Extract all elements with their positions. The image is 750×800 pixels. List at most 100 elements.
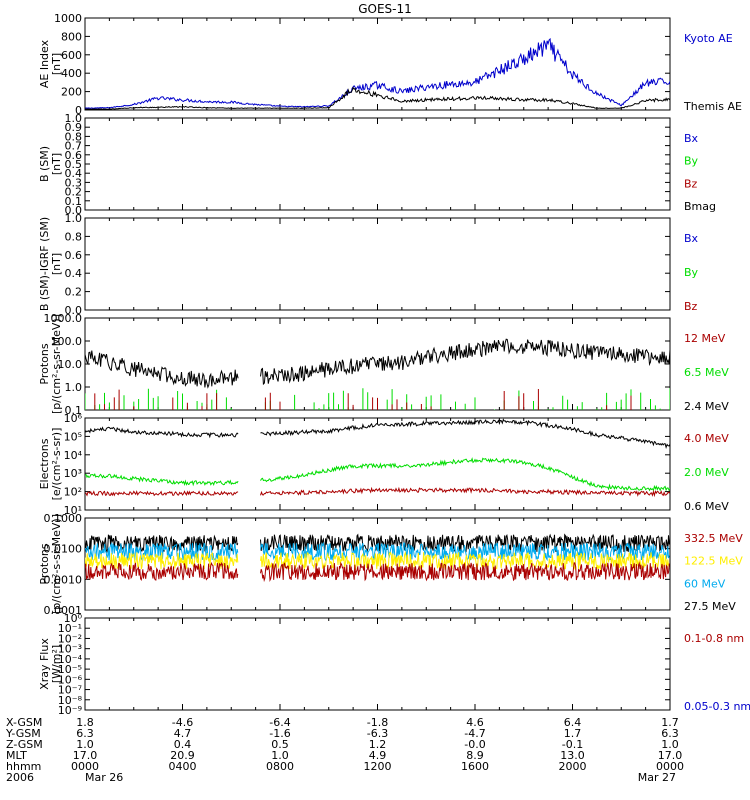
x-axis-cell: 1200 [364,760,392,773]
y-tick-label: 800 [61,30,82,43]
x-axis-cell: 1.0 [661,738,679,751]
x-axis-cell: 0000 [656,760,684,773]
y-tick-label: 10⁶ [64,412,83,425]
series-group [85,338,670,410]
series-line-4-0-mev [85,486,670,498]
y-tick-label: 100.0 [51,335,83,348]
x-axis-cell: 17.0 [658,749,683,762]
y-axis-label: Protons [38,343,51,384]
legend-label: Bx [684,132,699,145]
series-line-60-mev [85,541,670,562]
x-axis-row-label: 2006 [6,771,34,784]
y-tick-label: 10⁻⁵ [58,663,82,676]
y-tick-label: 10⁵ [64,430,82,443]
series-line-0-6-mev [85,418,670,449]
y-tick-label: 10⁻⁸ [58,694,83,707]
y-axis-unit: [p/(cm²-s-sr-MeV)] [50,514,63,614]
y-tick-label: 0.6 [65,149,83,162]
series-line-332-5-mev [85,561,670,583]
y-tick-label: 0.4 [65,167,83,180]
x-axis-cell: 0400 [169,760,197,773]
y-tick-label: 10⁻³ [58,643,82,656]
legend-label: 0.05-0.3 nm [684,700,750,713]
legend-label: By [684,266,699,279]
y-tick-label: 10⁻⁷ [58,684,82,697]
y-tick-label: 0.1 [65,404,83,417]
x-axis-table: X-GSMY-GSMZ-GSMMLThhmm20061.86.31.017.00… [5,716,684,784]
panel-5: 10¹ 10² 10³ 10⁴ 10⁵ 10⁶ Electrons [e/(cm²-s-sr)… [38,412,729,517]
x-axis-cell: 4.9 [369,749,387,762]
y-tick-label: 1.0 [65,112,83,125]
x-axis-cell: 4.7 [174,727,192,740]
y-tick-label: 0.9 [65,121,83,134]
legend-label: Bx [684,232,699,245]
legend-label: Themis AE [683,100,742,113]
x-axis-cell: 8.9 [466,749,484,762]
y-tick-label: 10⁴ [64,449,83,462]
y-axis-label: Electrons [38,438,51,489]
y-tick-label: 0.5 [65,158,83,171]
y-axis-label: AE Index [38,39,51,88]
x-axis-cell: 6.4 [564,716,582,729]
panel-frame [84,17,671,111]
y-tick-label: 0.0 [65,304,83,317]
y-tick-label: 10³ [64,467,82,480]
x-axis-cell: -0.0 [464,738,485,751]
y-axis-unit: [e/(cm²-s-sr)] [50,428,63,501]
y-tick-label: 10⁻⁴ [58,653,83,666]
x-axis-cell: 0000 [71,760,99,773]
x-axis-cell: Mar 26 [85,771,123,784]
x-axis-cell: 1.7 [564,727,582,740]
legend-label: Bz [684,300,698,313]
y-tick-label: 1000.0 [44,312,83,325]
legend-label: 6.5 MeV [684,366,729,379]
x-axis-cell: -6.4 [269,716,290,729]
legend-label: By [684,155,699,168]
y-axis-label: B (SM)-IGRF (SM) [38,217,51,311]
x-axis-cell: 6.3 [661,727,679,740]
y-axis-unit: [nT] [50,53,63,75]
y-tick-label: 0.1 [65,195,83,208]
panel-6: 0.0001 0.0010 0.0100 0.1000 Protons [p/(cm²-s… [38,512,743,617]
x-axis-cell: -1.6 [269,727,290,740]
plot-title: GOES-11 [358,2,412,16]
y-tick-label: 10¹ [64,504,82,517]
series-line-kyoto-ae [85,37,670,109]
y-tick-label: 10² [64,486,82,499]
legend-label: 60 MeV [684,577,726,590]
legend-label: 0.1-0.8 nm [684,632,744,645]
x-axis-cell: 20.9 [170,749,195,762]
y-tick-label: 0.2 [65,186,83,199]
panel-frame [84,617,671,711]
x-axis-cell: -4.6 [172,716,193,729]
x-axis-cell: Mar 27 [638,771,676,784]
y-tick-label: 0.0100 [44,543,83,556]
y-tick-label: 400 [61,67,82,80]
series-line-2-0-mev [85,457,670,492]
legend-label: 0.6 MeV [684,500,729,513]
panel-frame [84,217,671,311]
panel-4: 0.1 1.0 10.0 100.0 1000.0 Protons [p/(cm²-s-sr… [38,312,729,417]
x-axis-cell: -4.7 [464,727,485,740]
y-tick-label: 1.0 [65,381,83,394]
series-group [85,37,670,110]
legend-label: 27.5 MeV [684,600,736,613]
y-tick-label: 200 [61,86,82,99]
panel-frame [84,117,671,211]
series-line-themis-ae [85,86,670,110]
series-line-12-mev [94,389,632,410]
y-tick-label: 10⁻⁶ [58,673,83,686]
y-tick-label: 0.0001 [44,604,83,617]
legend-label: Bmag [684,200,716,213]
series-group [85,533,670,583]
x-axis-row-label: hhmm [6,760,41,773]
legend-label: Bz [684,177,698,190]
y-tick-label: 0.1000 [44,512,83,525]
x-axis-cell: 1.8 [76,716,94,729]
x-axis-row-label: Z-GSM [6,738,43,751]
x-axis-cell: 0.4 [174,738,192,751]
x-axis-cell: 2000 [559,760,587,773]
